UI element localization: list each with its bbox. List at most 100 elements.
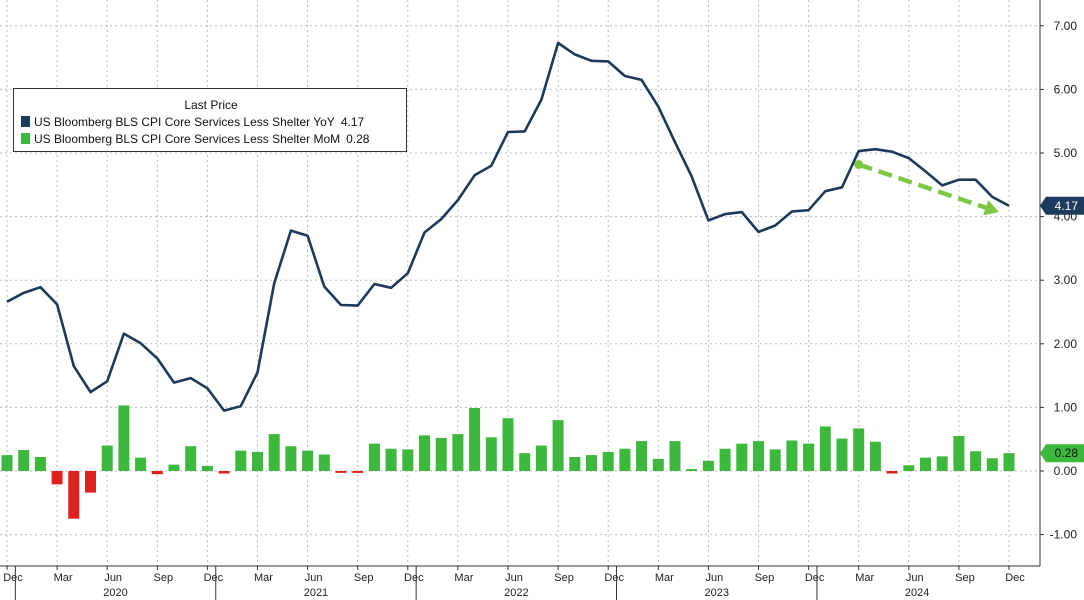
- mom-bar: [368, 443, 380, 471]
- badge-mom-bg: [1040, 444, 1084, 463]
- mom-bar: [569, 457, 581, 471]
- mom-bar: [151, 471, 163, 475]
- mom-bar: [753, 441, 764, 471]
- arrow-head: [983, 200, 999, 216]
- x-tick-label: Jun: [706, 572, 724, 584]
- y-tick-label: 5.00: [1054, 146, 1078, 160]
- badge-yoy-bg: [1040, 196, 1084, 215]
- x-year-label: 2020: [103, 587, 127, 599]
- mom-bar: [168, 464, 180, 471]
- x-tick-label: Dec: [805, 572, 825, 584]
- mom-bar: [586, 455, 597, 471]
- mom-bar: [936, 456, 948, 471]
- last-value-badges: 4.17 0.28: [1040, 196, 1084, 463]
- legend-entry-yoy: US Bloomberg BLS CPI Core Services Less …: [21, 115, 364, 129]
- mom-bar: [686, 469, 698, 471]
- legend-value-mom: 0.28: [346, 132, 370, 146]
- axes: [0, 0, 1041, 567]
- mom-bar: [452, 434, 464, 471]
- mom-bar: [201, 465, 213, 471]
- x-tick-label: Sep: [955, 572, 975, 584]
- x-axis-ticks: Dec Mar Jun Sep Dec Mar Jun Sep Dec Mar Jun Sep Dec M…: [3, 566, 1025, 600]
- x-year-label: 2024: [905, 587, 929, 599]
- badge-mom: 0.28: [1040, 444, 1084, 463]
- mom-bar: [803, 443, 815, 471]
- legend-entry-mom: US Bloomberg BLS CPI Core Services Less …: [21, 132, 369, 146]
- mom-bar: [85, 471, 96, 493]
- mom-bar: [68, 471, 80, 519]
- mom-bar: [920, 457, 931, 471]
- mom-bar: [619, 448, 631, 471]
- y-tick-label: 6.00: [1054, 82, 1078, 96]
- mom-bars: [1, 405, 1015, 519]
- mom-bar: [118, 405, 130, 471]
- x-tick-label: Mar: [655, 572, 674, 584]
- legend-title: Last Price: [184, 98, 238, 112]
- mom-bar: [853, 428, 865, 471]
- mom-bar: [702, 460, 714, 471]
- x-tick-label: Dec: [3, 572, 23, 584]
- mom-bar: [819, 426, 831, 471]
- mom-bar: [385, 448, 397, 471]
- y-tick-label: 2.00: [1054, 337, 1078, 351]
- mom-bar: [302, 450, 314, 471]
- mom-bar: [335, 471, 347, 473]
- y-tick-label: 1.00: [1054, 400, 1078, 414]
- mom-bar: [235, 450, 247, 471]
- y-tick-label: 7.00: [1054, 19, 1078, 33]
- mom-bar: [669, 441, 681, 471]
- mom-bar: [652, 458, 664, 471]
- mom-bar: [502, 418, 514, 471]
- x-tick-label: Dec: [404, 572, 424, 584]
- y-tick-label: -1.00: [1050, 528, 1078, 542]
- x-tick-label: Jun: [305, 572, 323, 584]
- x-year-label: 2021: [304, 587, 328, 599]
- mom-bar: [218, 471, 230, 474]
- mom-bar: [485, 437, 497, 471]
- x-tick-label: Dec: [1005, 572, 1025, 584]
- mom-bar: [602, 451, 614, 471]
- x-tick-label: Mar: [54, 572, 73, 584]
- x-tick-label: Sep: [354, 572, 374, 584]
- x-tick-label: Jun: [906, 572, 924, 584]
- x-tick-label: Sep: [755, 572, 775, 584]
- badge-mom-text: 0.28: [1055, 446, 1079, 460]
- legend-swatch-yoy: [21, 116, 30, 127]
- x-tick-label: Mar: [855, 572, 874, 584]
- mom-bar: [1003, 453, 1015, 471]
- x-tick-label: Sep: [154, 572, 174, 584]
- x-tick-label: Mar: [454, 572, 473, 584]
- legend-value-yoy: 4.17: [340, 115, 365, 129]
- mom-bar: [402, 449, 414, 471]
- mom-bar: [1, 455, 13, 471]
- mom-bar: [986, 458, 998, 471]
- mom-bar: [519, 453, 531, 471]
- mom-bar: [352, 471, 364, 473]
- yoy-line-layer: [6, 41, 1010, 412]
- x-tick-label: Dec: [604, 572, 624, 584]
- grid-lines: [0, 0, 1040, 566]
- mom-bar: [719, 448, 731, 471]
- badge-yoy: 4.17: [1040, 196, 1084, 215]
- mom-bar: [953, 436, 965, 471]
- mom-bar: [18, 450, 30, 471]
- y-tick-label: 0.00: [1054, 464, 1078, 478]
- mom-bar: [285, 446, 297, 471]
- yoy-line: [6, 41, 1010, 412]
- mom-bar: [268, 434, 280, 471]
- mom-bar: [419, 435, 430, 471]
- x-tick-label: Mar: [254, 572, 273, 584]
- x-tick-label: Dec: [204, 572, 224, 584]
- y-tick-label: 3.00: [1054, 273, 1078, 287]
- legend: Last Price US Bloomberg BLS CPI Core Ser…: [13, 88, 407, 152]
- arrow-shaft: [857, 162, 987, 210]
- mom-bar: [318, 454, 330, 471]
- mom-bar: [786, 440, 798, 471]
- mom-bar: [101, 445, 113, 471]
- x-tick-label: Jun: [505, 572, 523, 584]
- mom-bar: [135, 457, 147, 471]
- mom-bar: [869, 441, 881, 471]
- mom-bar: [535, 445, 547, 471]
- mom-bar: [836, 438, 848, 471]
- mom-bar: [886, 471, 898, 474]
